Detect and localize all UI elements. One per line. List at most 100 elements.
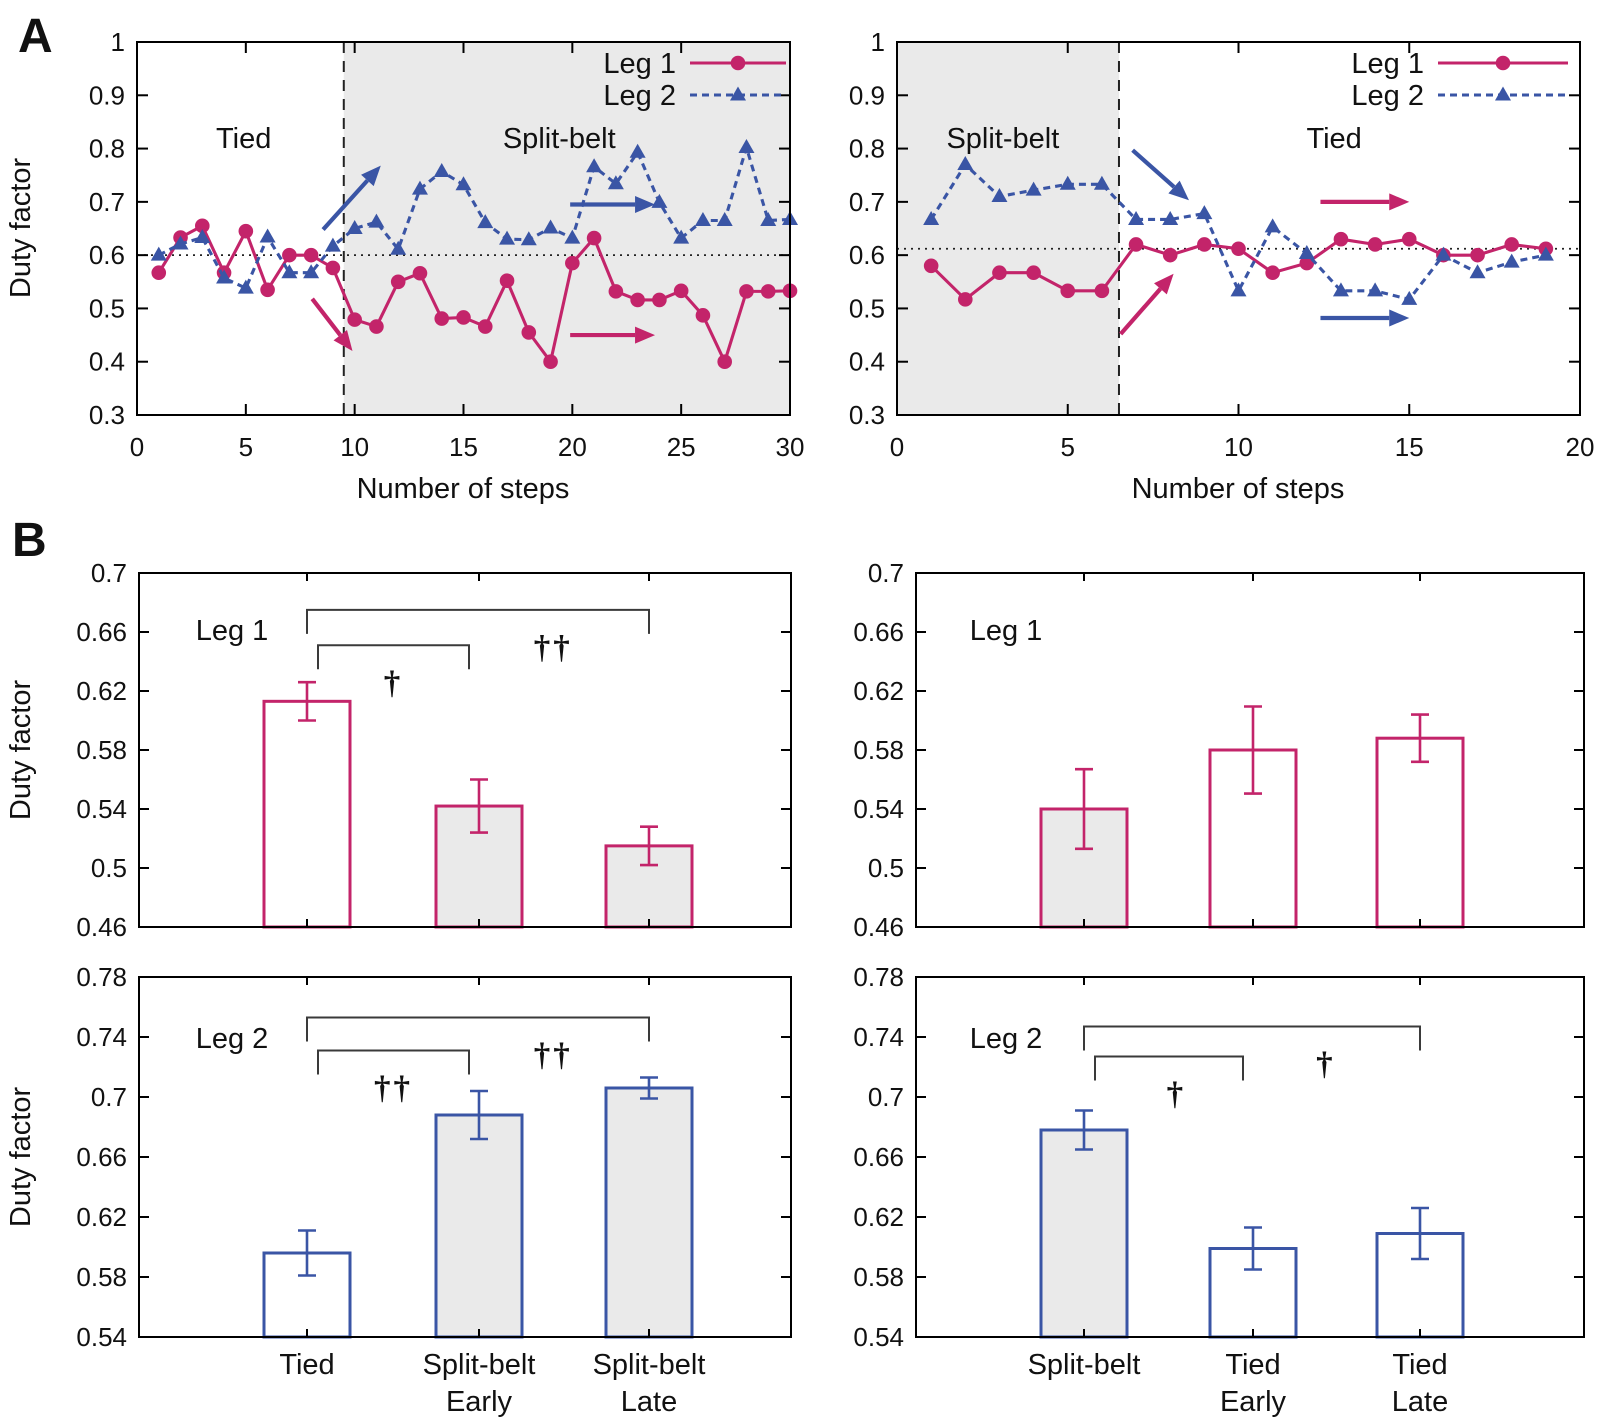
svg-text:0.5: 0.5 [89,293,125,323]
svg-text:†: † [384,665,404,701]
svg-text:Tied: Tied [1225,1349,1280,1381]
a-left-chart: Tied Split-belt 1 0.9 0.8 0.7 0.6 0.5 0.4 0.30 5 10… [5,27,804,505]
svg-text:0.54: 0.54 [76,1322,127,1352]
svg-text:Duty factor: Duty factor [5,680,37,821]
svg-text:Leg 2: Leg 2 [603,80,676,112]
svg-text:Split-belt: Split-belt [503,123,616,155]
svg-text:5: 5 [1061,432,1075,462]
series-leg-1 [923,231,1554,307]
svg-text:Late: Late [621,1386,677,1418]
svg-text:0: 0 [890,432,904,462]
svg-text:0.62: 0.62 [76,676,127,706]
svg-text:0: 0 [130,432,144,462]
svg-text:0.5: 0.5 [868,853,904,883]
svg-text:0.58: 0.58 [853,735,904,765]
svg-text:0.8: 0.8 [89,134,125,164]
a-right-chart: Split-belt Tied 1 0.9 0.8 0.7 0.6 0.5 0.4 0.30 5 10… [849,27,1595,505]
svg-text:30: 30 [776,432,805,462]
svg-text:0.5: 0.5 [91,853,127,883]
svg-text:0.7: 0.7 [89,187,125,217]
svg-text:Leg 1: Leg 1 [970,615,1043,647]
svg-text:Leg 1: Leg 1 [196,615,269,647]
svg-text:0.7: 0.7 [868,1082,904,1112]
bar-b-bottom-left-1 [434,1113,524,1339]
svg-text:0.78: 0.78 [76,962,127,992]
svg-text:0.78: 0.78 [853,962,904,992]
svg-text:0.62: 0.62 [76,1202,127,1232]
svg-text:0.58: 0.58 [853,1262,904,1292]
svg-text:0.4: 0.4 [89,347,125,377]
svg-text:Tied: Tied [1306,123,1361,155]
svg-text:0.46: 0.46 [76,912,127,942]
svg-text:20: 20 [558,432,587,462]
svg-text:15: 15 [1395,432,1424,462]
panel-b-label: B [12,514,47,567]
svg-text:Leg 2: Leg 2 [970,1023,1043,1055]
svg-text:0.66: 0.66 [853,617,904,647]
svg-text:0.58: 0.58 [76,1262,127,1292]
svg-text:Duty factor: Duty factor [5,158,37,299]
bar-b-bottom-left-2 [604,1086,694,1339]
svg-text:0.54: 0.54 [76,794,127,824]
svg-text:0.54: 0.54 [853,794,904,824]
svg-text:0.7: 0.7 [849,187,885,217]
panel-a-label: A [18,10,53,63]
svg-text:0.9: 0.9 [89,80,125,110]
svg-text:0.58: 0.58 [76,735,127,765]
svg-text:1: 1 [111,27,125,57]
svg-text:Tied: Tied [1392,1349,1447,1381]
svg-text:Leg 1: Leg 1 [603,48,676,80]
svg-text:0.74: 0.74 [853,1022,904,1052]
svg-text:0.66: 0.66 [853,1142,904,1172]
svg-text:0.54: 0.54 [853,1322,904,1352]
svg-text:Split-belt: Split-belt [946,123,1059,155]
svg-text:0.6: 0.6 [89,240,125,270]
svg-text:15: 15 [449,432,478,462]
svg-text:Leg 1: Leg 1 [1351,48,1424,80]
svg-text:Duty factor: Duty factor [5,1087,37,1228]
svg-text:0.46: 0.46 [853,912,904,942]
b-bottom-right-chart: Split-belt Tied Early Tied Late 0.54 0.58 0.62 0… [853,962,1585,1418]
svg-text:Split-belt: Split-belt [593,1349,706,1381]
svg-text:0.66: 0.66 [76,1142,127,1172]
svg-text:Number of steps: Number of steps [357,473,570,505]
bar-b-top-left-0 [262,699,352,929]
svg-text:Leg 2: Leg 2 [1351,80,1424,112]
svg-text:††: †† [534,630,573,666]
svg-text:1: 1 [871,27,885,57]
svg-text:0.9: 0.9 [849,80,885,110]
svg-text:25: 25 [667,432,696,462]
svg-text:Leg 2: Leg 2 [196,1023,269,1055]
series-leg-2 [923,156,1554,305]
bar-b-top-right-2 [1375,736,1465,929]
svg-text:Tied: Tied [216,123,271,155]
svg-text:10: 10 [1224,432,1253,462]
svg-text:0.66: 0.66 [76,617,127,647]
svg-text:Early: Early [446,1386,513,1418]
svg-text:††: †† [534,1038,573,1074]
svg-text:0.62: 0.62 [853,676,904,706]
series-leg-2 [150,139,798,294]
svg-text:†: † [1167,1077,1187,1113]
svg-text:0.5: 0.5 [849,293,885,323]
svg-text:Number of steps: Number of steps [1132,473,1345,505]
svg-text:10: 10 [340,432,369,462]
svg-text:Split-belt: Split-belt [1028,1349,1141,1381]
svg-text:0.62: 0.62 [853,1202,904,1232]
bar-b-bottom-right-0 [1039,1128,1129,1339]
svg-text:0.3: 0.3 [89,400,125,430]
svg-text:0.7: 0.7 [91,558,127,588]
svg-text:0.6: 0.6 [849,240,885,270]
svg-text:††: †† [374,1071,413,1107]
b-top-left-chart: 0.46 0.5 0.54 0.58 0.62 0.66 0.7 Leg 1 Duty fact… [5,558,792,942]
svg-text:0.3: 0.3 [849,400,885,430]
svg-text:0.8: 0.8 [849,134,885,164]
svg-text:20: 20 [1566,432,1595,462]
svg-text:0.4: 0.4 [849,347,885,377]
svg-text:5: 5 [239,432,253,462]
